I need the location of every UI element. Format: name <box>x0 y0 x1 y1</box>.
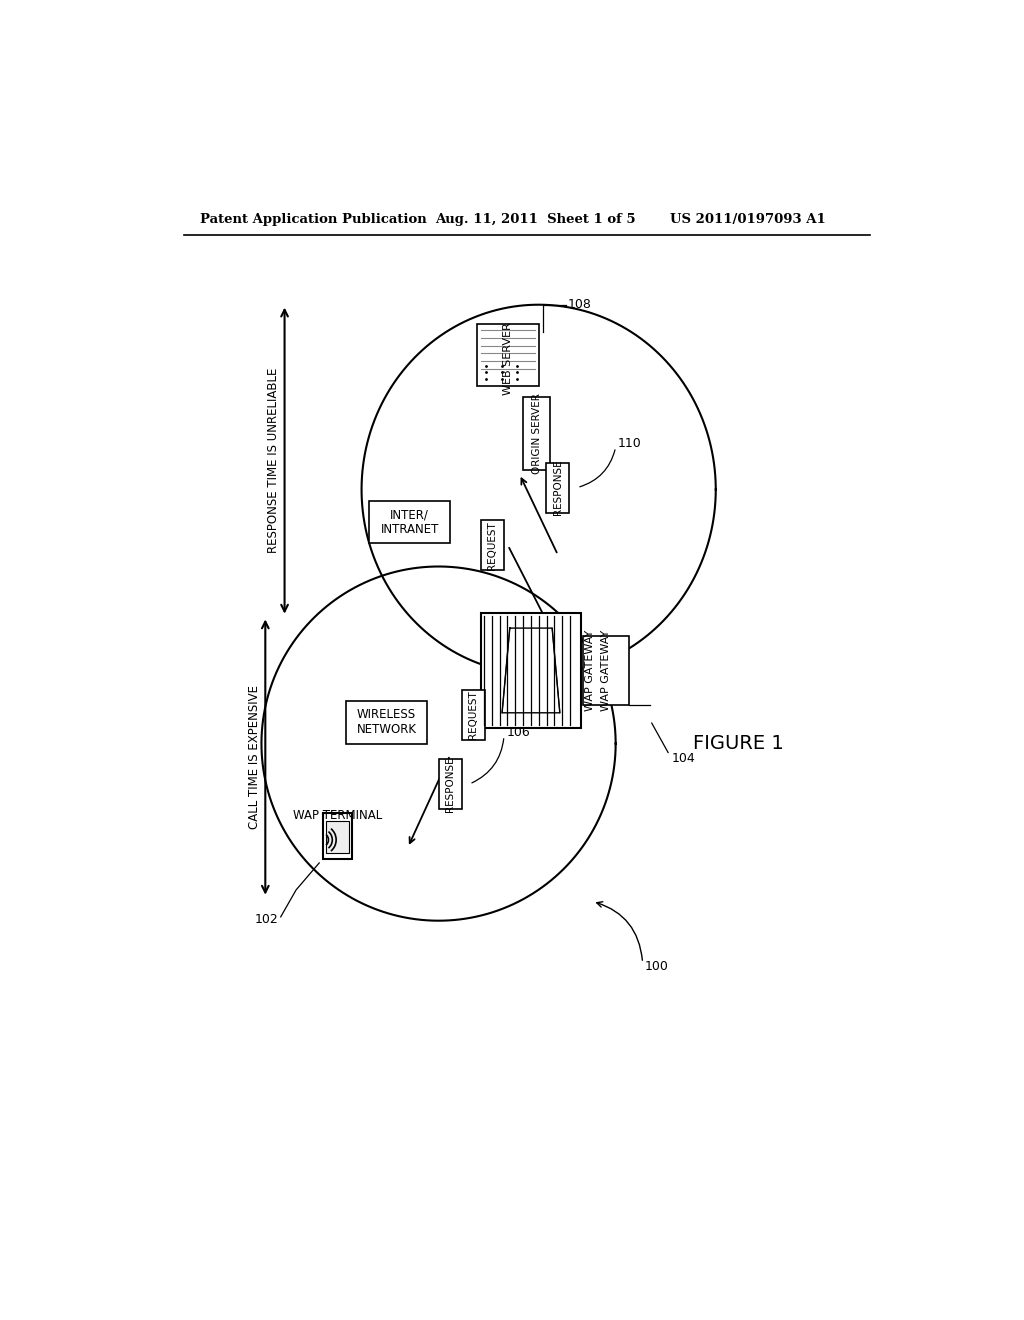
Bar <box>481 520 504 570</box>
Text: WAP GATEWAY: WAP GATEWAY <box>585 630 595 711</box>
Text: RESPONSE: RESPONSE <box>445 756 455 812</box>
Bar <box>323 813 352 859</box>
Text: WAP TERMINAL: WAP TERMINAL <box>293 809 382 822</box>
Bar <box>477 323 539 385</box>
Text: US 2011/0197093 A1: US 2011/0197093 A1 <box>670 213 825 226</box>
Text: FIGURE 1: FIGURE 1 <box>693 734 784 754</box>
Bar <box>370 502 451 544</box>
Text: RESPONSE TIME IS UNRELIABLE: RESPONSE TIME IS UNRELIABLE <box>267 368 281 553</box>
Text: 104: 104 <box>672 752 695 766</box>
Bar <box>523 397 550 470</box>
Bar <box>547 462 569 512</box>
Bar <box>438 759 462 809</box>
Text: 110: 110 <box>617 437 642 450</box>
Text: Patent Application Publication: Patent Application Publication <box>200 213 427 226</box>
Text: RESPONSE: RESPONSE <box>553 459 563 515</box>
Text: 108: 108 <box>568 298 592 312</box>
Bar <box>462 689 484 739</box>
Text: WIRELESS
NETWORK: WIRELESS NETWORK <box>356 709 417 737</box>
Text: REQUEST: REQUEST <box>468 690 478 739</box>
Text: REQUEST: REQUEST <box>487 521 498 570</box>
Bar <box>583 636 629 705</box>
Text: WEB SERVER: WEB SERVER <box>503 322 513 395</box>
Bar <box>326 821 349 853</box>
Text: CALL TIME IS EXPENSIVE: CALL TIME IS EXPENSIVE <box>248 685 261 829</box>
Text: Aug. 11, 2011  Sheet 1 of 5: Aug. 11, 2011 Sheet 1 of 5 <box>435 213 635 226</box>
Text: 106: 106 <box>506 726 530 739</box>
Text: INTER/
INTRANET: INTER/ INTRANET <box>381 508 439 536</box>
Bar <box>481 612 581 729</box>
Text: 100: 100 <box>645 961 669 973</box>
Text: WAP GATEWAY: WAP GATEWAY <box>601 630 610 711</box>
Text: ORIGIN SERVER: ORIGIN SERVER <box>531 393 542 474</box>
Bar <box>346 701 427 743</box>
Text: 102: 102 <box>255 912 279 925</box>
